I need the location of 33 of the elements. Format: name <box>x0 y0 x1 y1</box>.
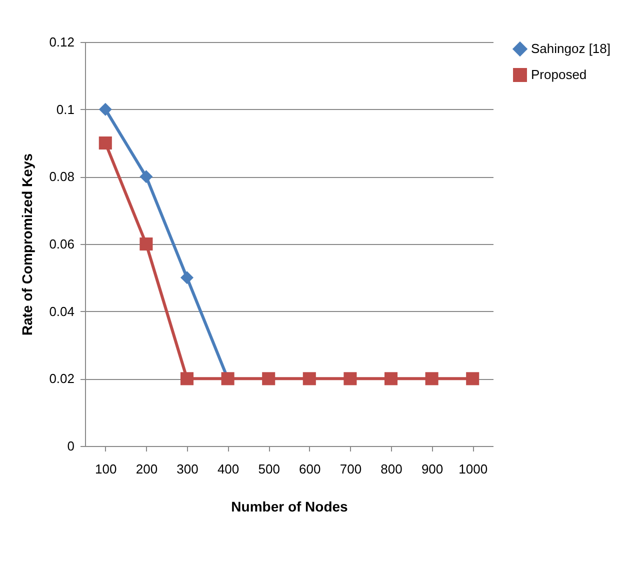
x-tick-label: 600 <box>299 462 321 476</box>
point <box>302 372 316 386</box>
x-axis-title: Number of Nodes <box>231 498 348 514</box>
x-tick-label: 700 <box>340 462 362 476</box>
point <box>180 271 194 284</box>
x-tick-label: 500 <box>258 462 280 476</box>
point <box>98 136 112 150</box>
legend-label: Proposed <box>531 67 587 82</box>
point <box>262 372 276 386</box>
y-tick-label: 0.06 <box>49 236 74 252</box>
point <box>180 372 194 386</box>
x-tick-label: 200 <box>136 462 158 476</box>
y-tick-label: 0 <box>67 438 74 454</box>
point <box>140 170 153 184</box>
x-tick-label: 400 <box>217 462 240 476</box>
y-axis-title: Rate of Compromized Keys <box>19 153 36 336</box>
point <box>384 372 398 386</box>
x-tick-label: 900 <box>421 462 444 476</box>
x-tick-label: 300 <box>176 462 198 476</box>
x-tick-label: 800 <box>380 462 402 476</box>
point <box>425 372 438 386</box>
point <box>344 372 357 386</box>
point <box>140 237 153 251</box>
x-tick-label: 1000 <box>458 462 488 476</box>
point <box>98 102 112 116</box>
y-tick-label: 0.08 <box>49 169 74 184</box>
point <box>466 372 480 386</box>
y-tick-label: 0.02 <box>49 371 74 386</box>
y-tick-label: 0.1 <box>56 102 74 117</box>
y-tick-label: 0.12 <box>49 34 74 50</box>
x-tick-label: 100 <box>95 462 117 476</box>
legend-label: Sahingoz [18] <box>531 41 611 56</box>
y-tick-label: 0.04 <box>49 304 74 319</box>
